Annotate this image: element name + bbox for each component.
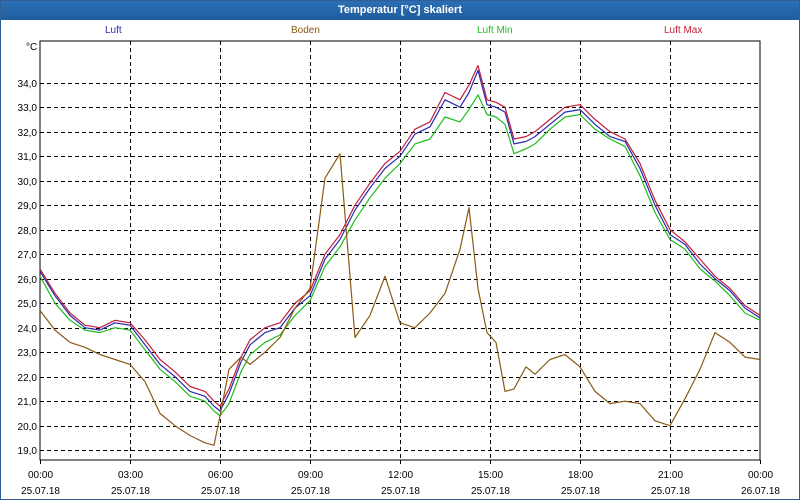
y-tick-label: 26,0 <box>18 275 38 286</box>
y-tick-label: 19,0 <box>18 446 38 457</box>
x-tick-time: 00:00 <box>28 470 53 481</box>
x-tick-date: 25.07.18 <box>111 486 150 497</box>
legend-item-luft: Luft <box>105 25 122 36</box>
x-tick-date: 26.07.18 <box>741 486 780 497</box>
y-tick-label: 29,0 <box>18 201 38 212</box>
legend-item-boden: Boden <box>291 25 320 36</box>
y-tick-label: 34,0 <box>18 79 38 90</box>
x-tick-date: 25.07.18 <box>381 486 420 497</box>
x-tick-date: 25.07.18 <box>21 486 60 497</box>
x-tick-time: 18:00 <box>568 470 593 481</box>
y-tick-label: 27,0 <box>18 250 38 261</box>
y-tick-label: 25,0 <box>18 299 38 310</box>
x-tick-date: 25.07.18 <box>291 486 330 497</box>
y-tick-label: 23,0 <box>18 348 38 359</box>
legend-item-luft-max: Luft Max <box>664 25 703 36</box>
y-axis-unit: °C <box>26 42 37 53</box>
x-tick-time: 15:00 <box>478 470 503 481</box>
x-tick-date: 25.07.18 <box>651 486 690 497</box>
x-tick-time: 09:00 <box>298 470 323 481</box>
series-line-luft <box>39 69 761 412</box>
y-tick-label: 20,0 <box>18 422 38 433</box>
x-tick-time: 12:00 <box>388 470 413 481</box>
plot-area <box>39 40 761 461</box>
y-tick-label: 30,0 <box>18 177 38 188</box>
x-tick-time: 00:00 <box>748 470 773 481</box>
legend-item-luft-min: Luft Min <box>477 25 513 36</box>
x-tick-date: 25.07.18 <box>471 486 510 497</box>
series-line-boden <box>39 153 761 446</box>
x-tick-time: 03:00 <box>118 470 143 481</box>
y-tick-label: 21,0 <box>18 397 38 408</box>
series-line-luft-min <box>39 94 761 417</box>
x-tick-time: 21:00 <box>658 470 683 481</box>
window-title: Temperatur [°C] skaliert <box>1 1 799 20</box>
y-tick-label: 22,0 <box>18 373 38 384</box>
x-tick-date: 25.07.18 <box>201 486 240 497</box>
x-tick-date: 25.07.18 <box>561 486 600 497</box>
x-tick-time: 06:00 <box>208 470 233 481</box>
series-line-luft-max <box>39 64 761 407</box>
y-tick-label: 33,0 <box>18 103 38 114</box>
y-tick-label: 24,0 <box>18 324 38 335</box>
y-tick-label: 31,0 <box>18 152 38 163</box>
y-tick-label: 28,0 <box>18 226 38 237</box>
y-tick-label: 32,0 <box>18 128 38 139</box>
